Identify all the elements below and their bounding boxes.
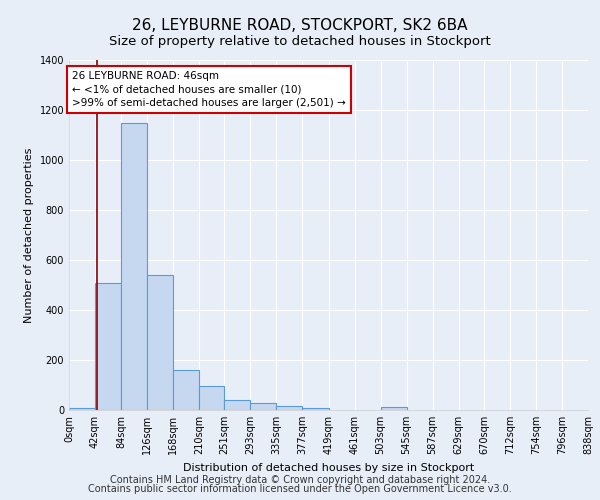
Bar <box>277 406 302 410</box>
Bar <box>250 403 277 410</box>
Bar <box>173 370 199 410</box>
Text: Size of property relative to detached houses in Stockport: Size of property relative to detached ho… <box>109 35 491 48</box>
Text: Contains public sector information licensed under the Open Government Licence v3: Contains public sector information licen… <box>88 484 512 494</box>
Bar <box>121 122 147 410</box>
Bar <box>302 408 329 410</box>
Text: Contains HM Land Registry data © Crown copyright and database right 2024.: Contains HM Land Registry data © Crown c… <box>110 475 490 485</box>
Bar <box>95 282 121 410</box>
Text: 26 LEYBURNE ROAD: 46sqm
← <1% of detached houses are smaller (10)
>99% of semi-d: 26 LEYBURNE ROAD: 46sqm ← <1% of detache… <box>72 72 346 108</box>
Bar <box>224 400 250 410</box>
Y-axis label: Number of detached properties: Number of detached properties <box>24 148 34 322</box>
X-axis label: Distribution of detached houses by size in Stockport: Distribution of detached houses by size … <box>183 462 474 472</box>
Bar <box>380 407 407 410</box>
Bar <box>199 386 224 410</box>
Bar <box>147 275 173 410</box>
Bar <box>69 408 95 410</box>
Text: 26, LEYBURNE ROAD, STOCKPORT, SK2 6BA: 26, LEYBURNE ROAD, STOCKPORT, SK2 6BA <box>132 18 468 32</box>
